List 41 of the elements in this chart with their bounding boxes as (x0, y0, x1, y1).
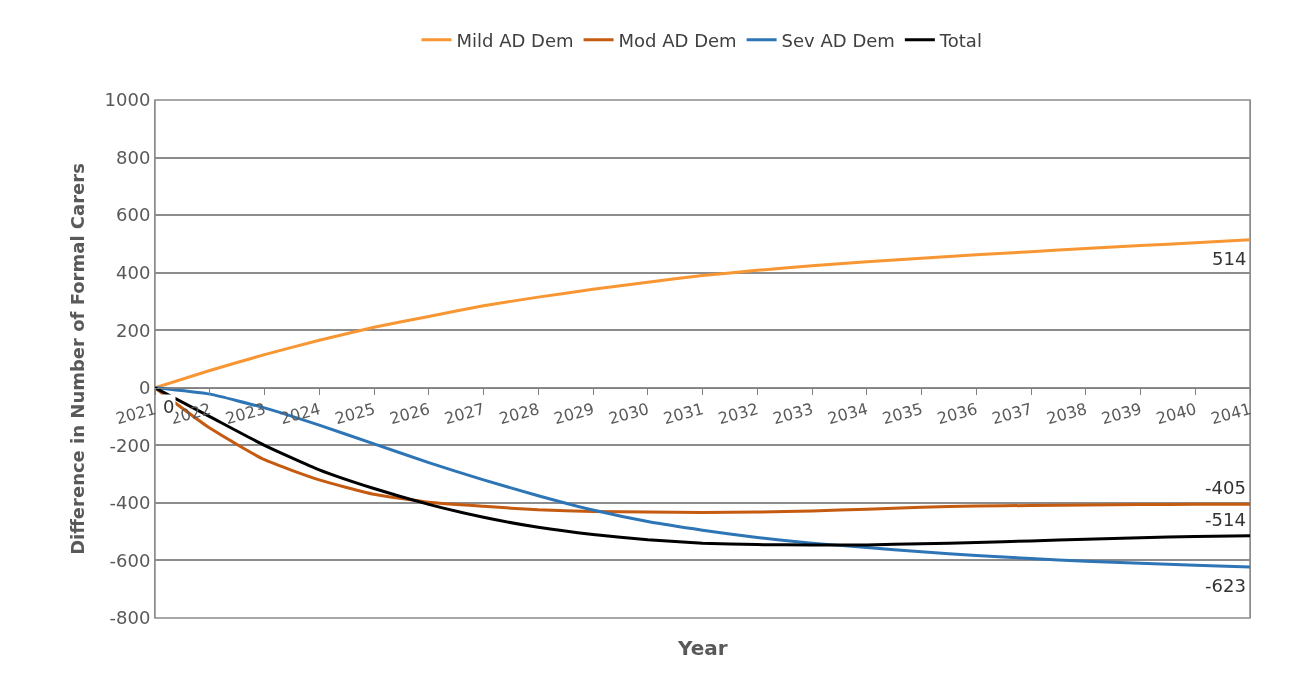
x-tick-label: 2031 (661, 399, 706, 429)
x-tick-label: 2021 (113, 399, 159, 429)
legend-label: Sev AD Dem (781, 29, 895, 51)
x-tick-label: 2035 (880, 399, 925, 429)
legend-label: Mod AD Dem (618, 29, 737, 51)
y-axis-title: Difference in Number of Formal Carers (66, 163, 88, 555)
y-tick-label: 800 (116, 146, 151, 168)
x-tick-label: 2036 (935, 399, 980, 429)
x-tick-label: 2040 (1154, 399, 1199, 429)
x-tick-label: 2027 (442, 399, 487, 429)
y-tick-label: -600 (109, 549, 151, 571)
data-label: -623 (1205, 575, 1246, 596)
data-label: -514 (1205, 509, 1246, 530)
x-tick-label: 2038 (1044, 399, 1089, 429)
x-tick-label: 2030 (606, 399, 651, 429)
data-label: -405 (1205, 477, 1246, 498)
x-tick-label: 2026 (387, 399, 432, 429)
x-tick-label: 2034 (825, 399, 870, 429)
x-tick-label: 2025 (332, 399, 378, 429)
x-tick-label: 2023 (223, 399, 268, 429)
y-tick-label: -400 (109, 492, 151, 514)
y-tick-label: 200 (116, 319, 151, 341)
x-tick-label: 2041 (1208, 399, 1254, 429)
legend-label: Total (938, 29, 982, 51)
x-tick-label: 2033 (770, 399, 816, 429)
x-tick-label: 2032 (716, 399, 761, 429)
x-tick-label: 2024 (278, 399, 323, 429)
legend-label: Mild AD Dem (456, 29, 574, 51)
x-tick-label: 2029 (551, 399, 597, 429)
y-tick-label: 0 (138, 377, 151, 399)
y-tick-label: -200 (109, 434, 151, 456)
y-tick-label: -800 (109, 607, 151, 629)
x-tick-label: 2028 (497, 399, 542, 429)
y-tick-label: 400 (116, 261, 151, 283)
data-label: 514 (1212, 248, 1247, 269)
x-tick-label: 2039 (1099, 399, 1144, 429)
y-tick-label: 600 (116, 204, 151, 226)
y-tick-label: 1000 (104, 89, 151, 111)
x-tick-label: 2037 (989, 399, 1035, 429)
data-label: 0 (163, 396, 175, 417)
x-axis-title: Year (677, 636, 728, 660)
